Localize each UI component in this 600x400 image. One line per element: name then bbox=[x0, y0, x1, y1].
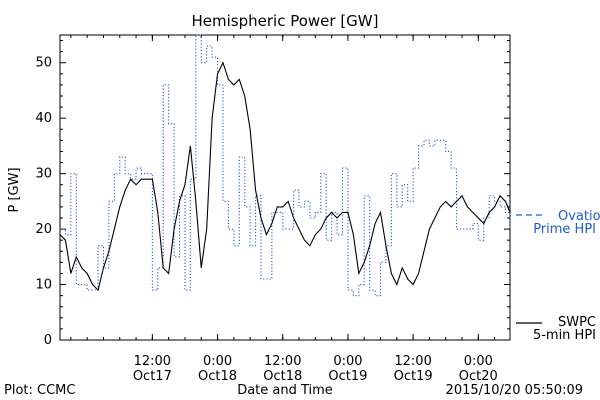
x-tick-date: Oct18 bbox=[263, 369, 302, 384]
x-tick-time: 12:00 bbox=[264, 354, 301, 369]
plot-frame bbox=[59, 34, 511, 341]
x-tick-date: Oct19 bbox=[394, 369, 433, 384]
plot-border bbox=[59, 34, 511, 341]
x-tick-time: 0:00 bbox=[333, 354, 362, 369]
legend-swpc: SWPC 5-min HPI bbox=[516, 315, 596, 343]
legend-ovation-line2: Prime HPI bbox=[533, 222, 596, 237]
x-tick-time: 0:00 bbox=[203, 354, 232, 369]
footer-plot-credit: Plot: CCMC bbox=[4, 383, 75, 398]
y-tick-label: 0 bbox=[44, 333, 52, 348]
legend-swpc-line1: SWPC bbox=[558, 315, 596, 330]
footer-timestamp: 2015/10/20 05:50:09 bbox=[446, 383, 583, 398]
series-swpc-5min-hpi bbox=[59, 61, 511, 292]
legend-ovation-line1: Ovation bbox=[558, 209, 600, 224]
x-tick-time: 12:00 bbox=[394, 354, 431, 369]
x-tick-date: Oct20 bbox=[459, 369, 498, 384]
y-tick-label: 40 bbox=[35, 111, 52, 126]
swpc-line bbox=[59, 61, 511, 292]
ovation-step-line bbox=[60, 34, 511, 297]
y-tick-label: 20 bbox=[35, 222, 52, 237]
chart-title: Hemispheric Power [GW] bbox=[192, 12, 379, 30]
y-tick-label: 10 bbox=[35, 278, 52, 293]
y-axis-label: P [GW] bbox=[7, 167, 22, 212]
x-axis-label: Date and Time bbox=[237, 383, 333, 398]
y-axis: 0 10 20 30 40 50 bbox=[35, 40, 510, 348]
x-tick-time: 12:00 bbox=[134, 354, 171, 369]
y-tick-label: 30 bbox=[35, 167, 52, 182]
x-tick-date: Oct17 bbox=[133, 369, 172, 384]
x-tick-date: Oct19 bbox=[328, 369, 367, 384]
series-ovation-prime-hpi bbox=[60, 34, 511, 297]
x-axis: 12:00Oct170:00Oct1812:00Oct180:00Oct1912… bbox=[70, 35, 498, 384]
y-tick-label: 50 bbox=[35, 56, 52, 71]
x-tick-date: Oct18 bbox=[198, 369, 237, 384]
legend-ovation: Ovation Prime HPI bbox=[516, 209, 600, 237]
x-tick-time: 0:00 bbox=[464, 354, 493, 369]
legend-swpc-line2: 5-min HPI bbox=[533, 328, 596, 343]
